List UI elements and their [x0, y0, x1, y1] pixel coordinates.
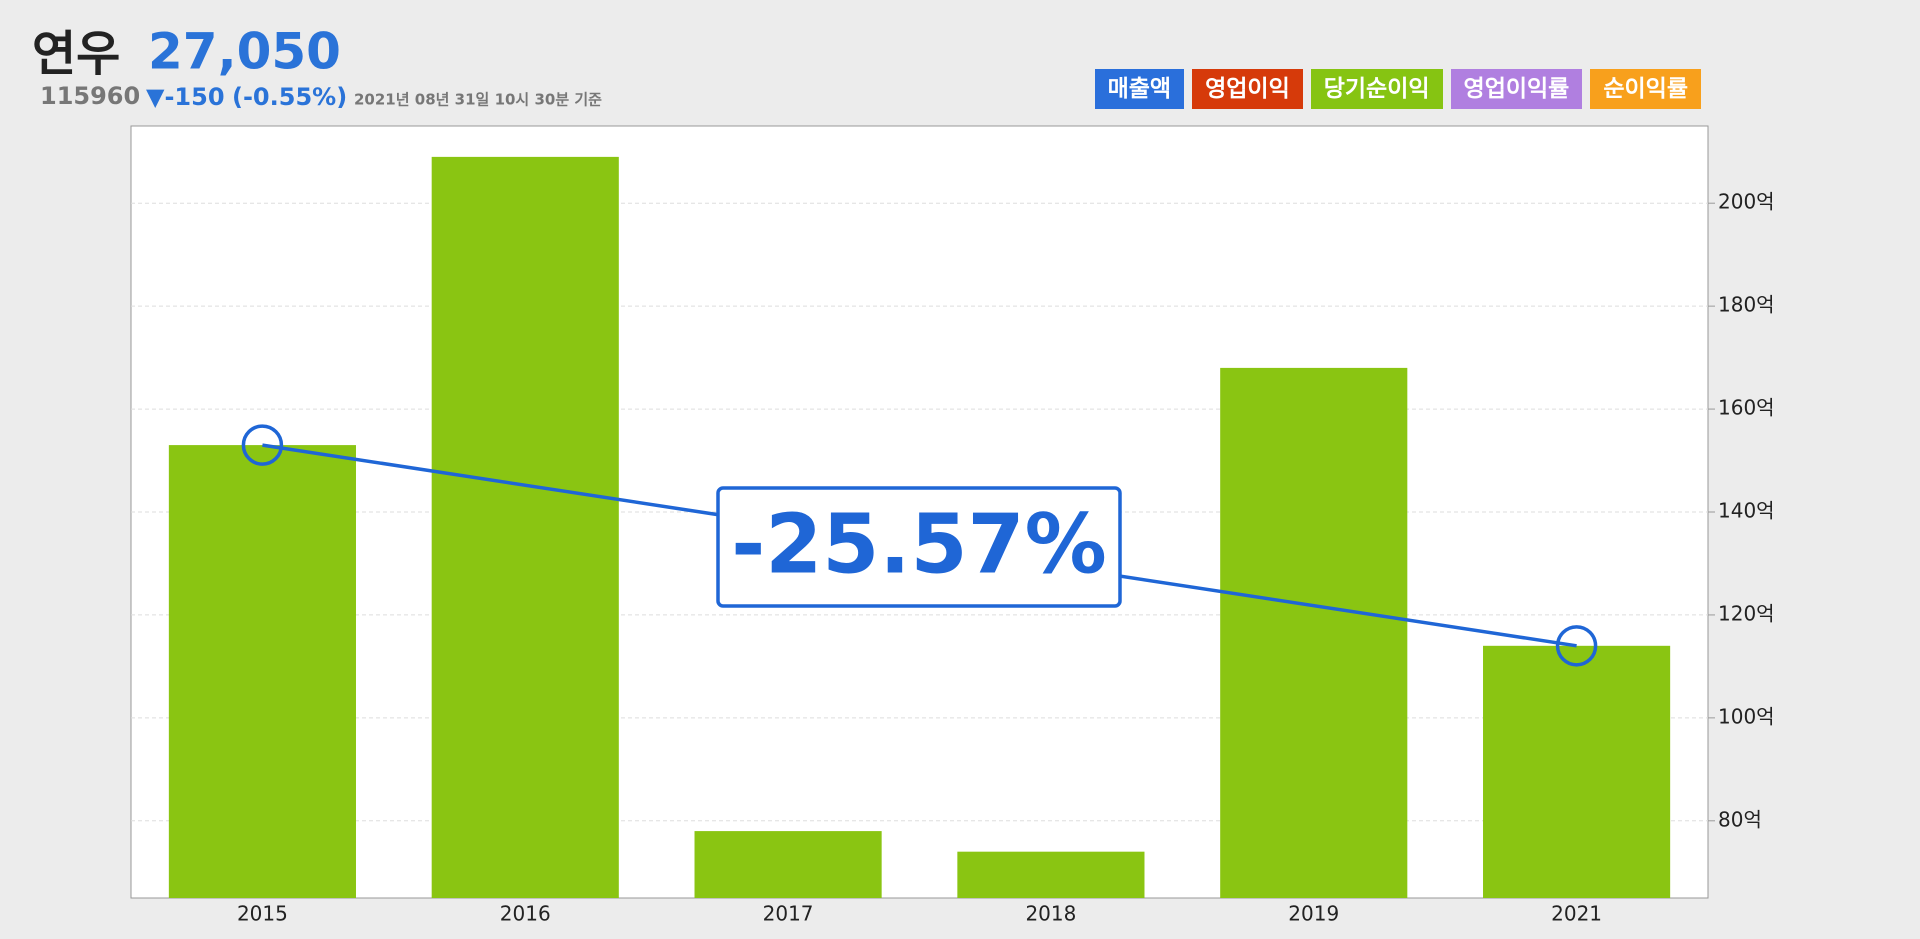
bar	[168, 445, 356, 898]
x-tick-label: 2018	[1025, 902, 1076, 926]
bar	[1483, 645, 1671, 898]
change-rate: (-0.55%)	[232, 83, 347, 111]
y-tick-label: 100억	[1718, 704, 1775, 728]
legend: 매출액 영업이익 당기순이익 영업이익률 순이익률	[1094, 69, 1701, 109]
bar	[431, 156, 619, 898]
legend-button[interactable]: 영업이익	[1192, 69, 1303, 109]
price: 27,050	[148, 23, 341, 81]
x-tick-label: 2016	[500, 902, 551, 926]
y-tick-label: 180억	[1718, 293, 1775, 317]
y-tick-label: 160억	[1718, 396, 1775, 420]
annotation-box	[716, 486, 1122, 608]
bar	[694, 831, 882, 898]
x-tick-label: 2015	[237, 902, 288, 926]
x-tick-label: 2019	[1288, 902, 1339, 926]
bar	[1220, 367, 1408, 899]
y-tick-label: 140억	[1718, 499, 1775, 523]
x-tick-label: 2017	[763, 902, 814, 926]
y-tick-label: 80억	[1718, 807, 1762, 831]
legend-button[interactable]: 영업이익률	[1450, 69, 1583, 109]
y-tick-label: 200억	[1718, 190, 1775, 214]
stock-name: 연우	[32, 26, 120, 82]
x-tick-label: 2021	[1551, 902, 1602, 926]
annotation: -25.57%	[731, 497, 1107, 592]
trend-point	[241, 424, 284, 466]
legend-button[interactable]: 당기순이익	[1310, 69, 1443, 109]
legend-button[interactable]: 매출액	[1094, 69, 1185, 109]
change: ▼-150	[146, 83, 225, 111]
y-tick-label: 120억	[1718, 601, 1775, 625]
legend-button[interactable]: 순이익률	[1590, 69, 1701, 109]
stock-code: 115960	[40, 82, 140, 110]
timestamp: 2021년 08년 31일 10시 30분 기준	[354, 91, 602, 109]
bar	[957, 851, 1145, 898]
trend-point	[1555, 625, 1598, 667]
